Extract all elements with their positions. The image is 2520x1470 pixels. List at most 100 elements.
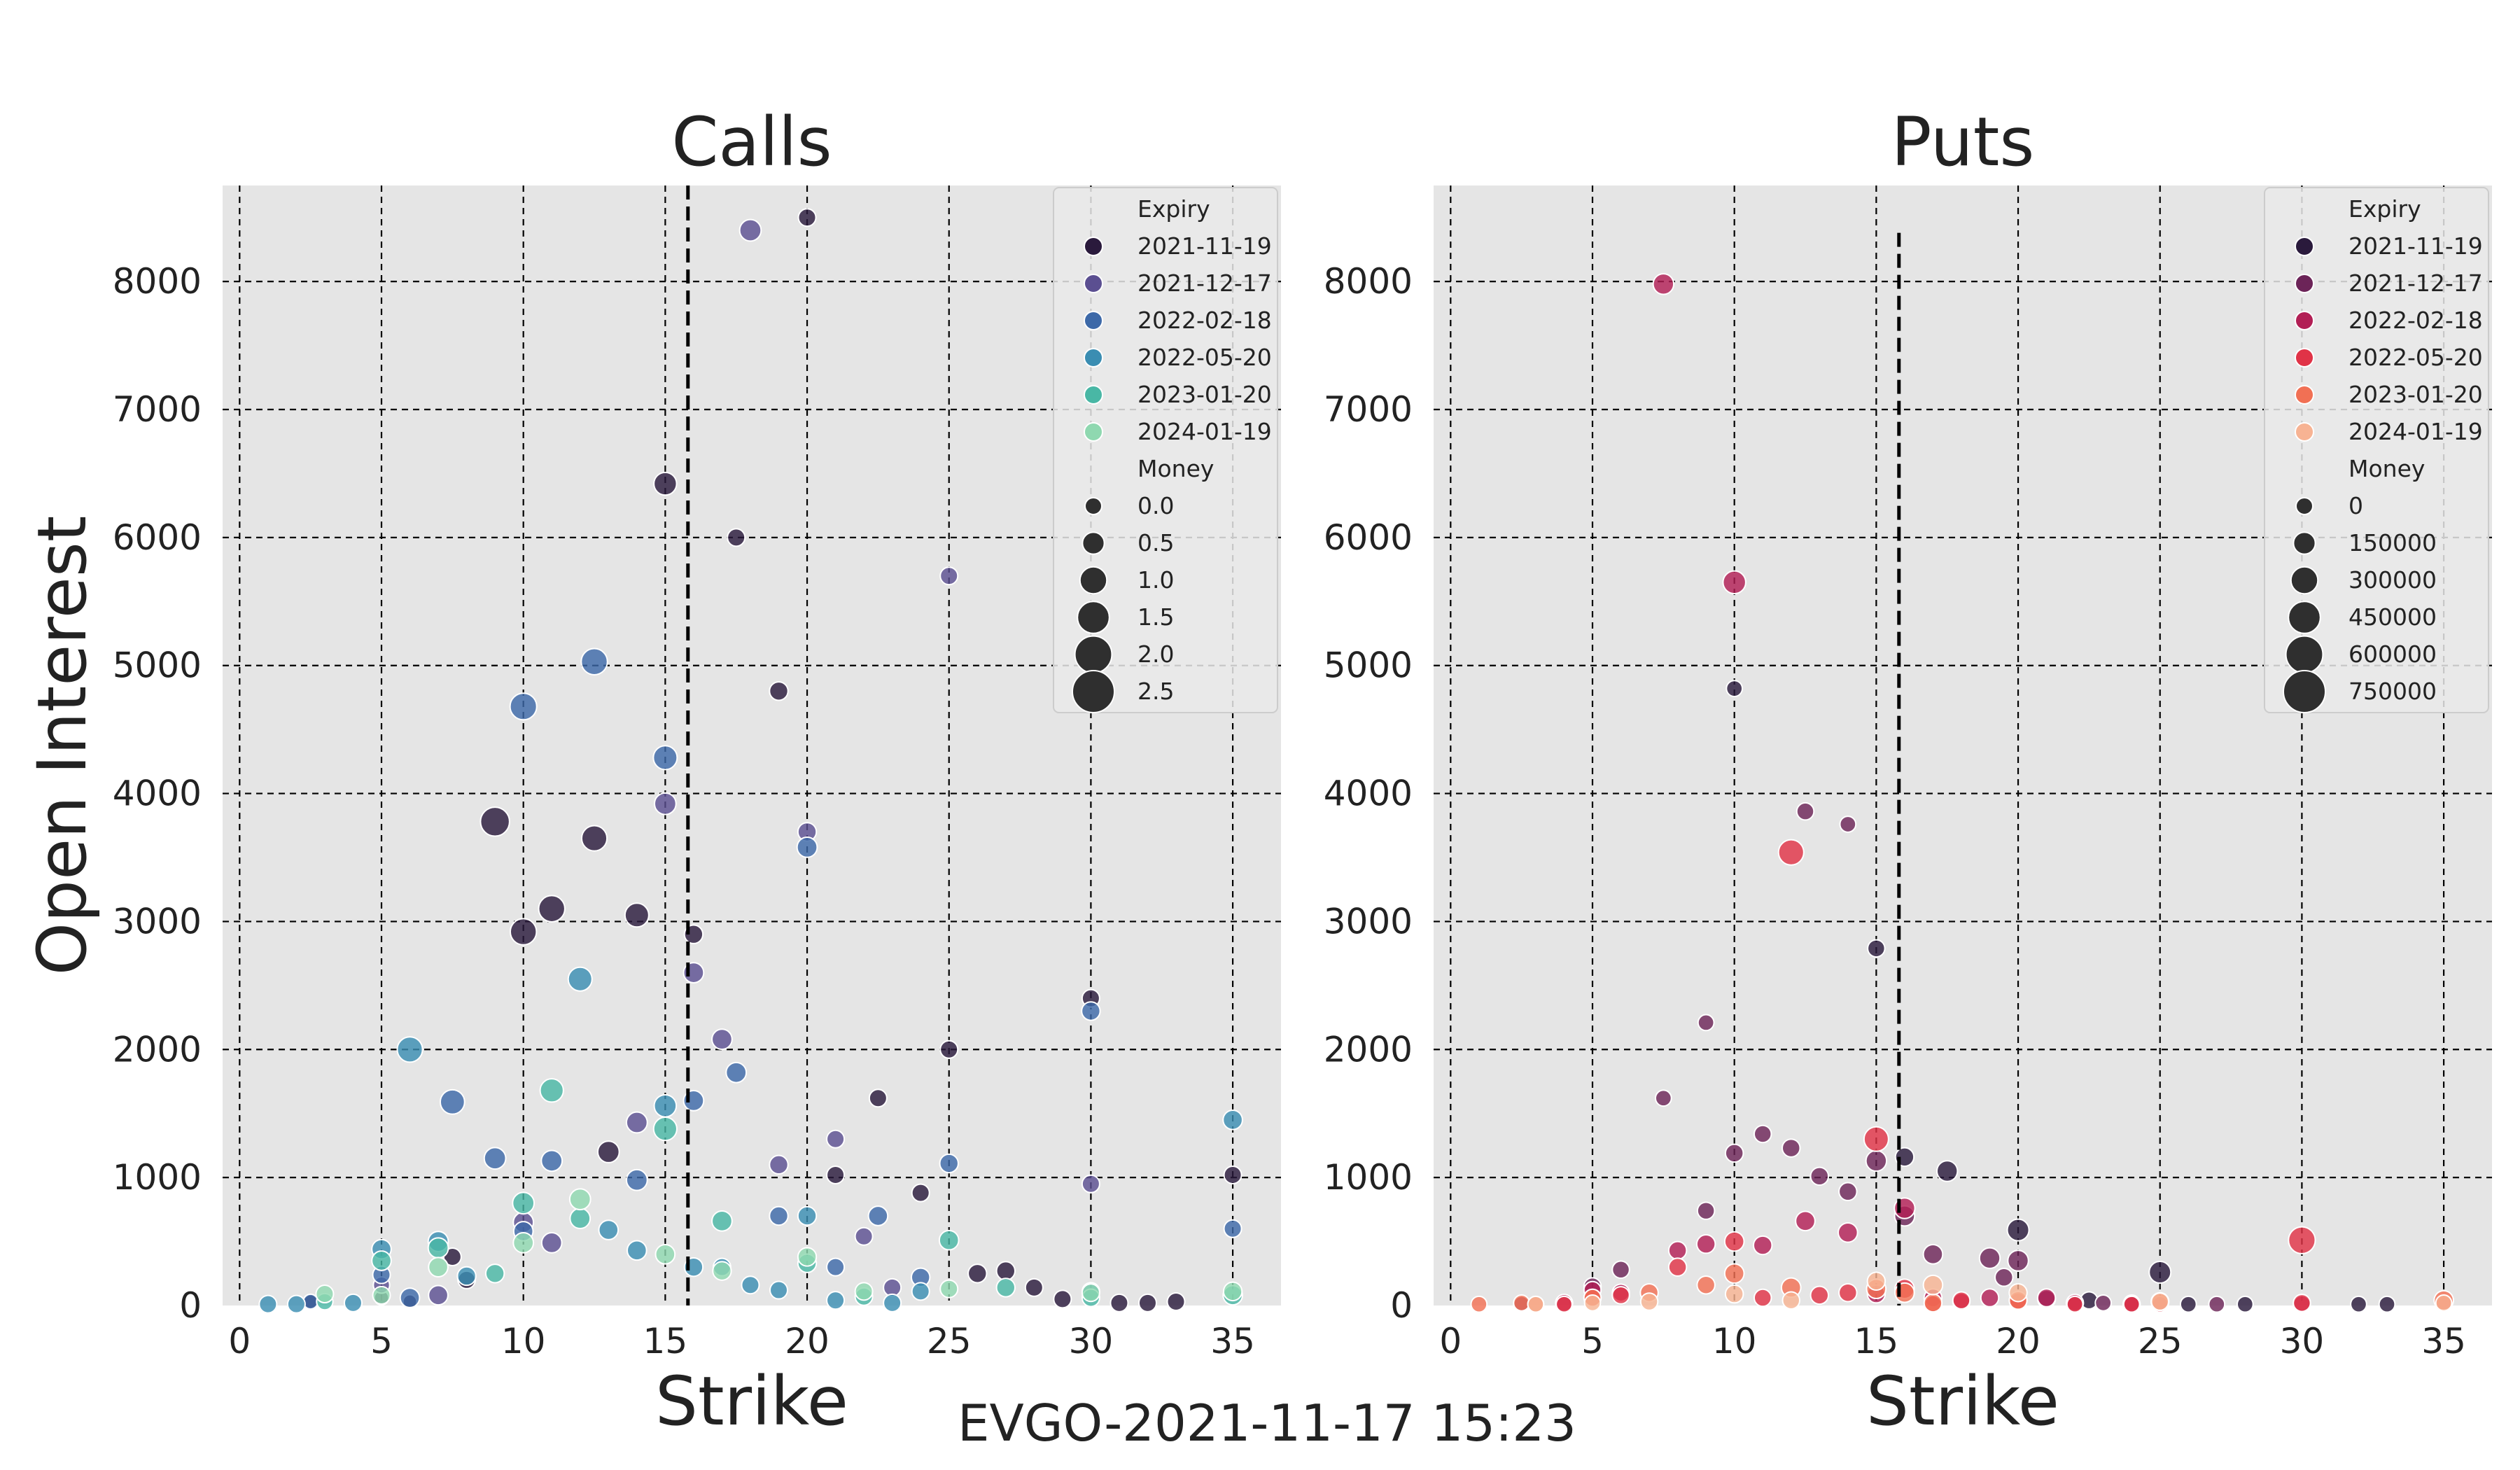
calls-y-tick-label: 1000 — [113, 1157, 202, 1198]
puts-legend-size-marker — [2290, 566, 2319, 595]
calls-legend-size-marker — [1074, 635, 1113, 674]
calls-data-point — [399, 1287, 421, 1308]
calls-data-point — [456, 1266, 477, 1287]
calls-legend-size-marker — [1072, 670, 1115, 713]
puts-legend-size-entry: 300000 — [2348, 566, 2437, 594]
calls-data-point — [484, 1264, 505, 1284]
puts-legend-entry: 2022-05-20 — [2348, 344, 2483, 371]
calls-data-point — [867, 1205, 889, 1226]
puts-data-point — [1695, 1234, 1716, 1254]
puts-data-point — [1980, 1288, 2000, 1308]
puts-legend-size-marker — [2283, 670, 2326, 713]
calls-data-point — [580, 825, 608, 852]
puts-data-point — [1724, 1284, 1744, 1304]
calls-y-tick-label: 3000 — [113, 901, 202, 941]
calls-legend-size-marker — [1084, 497, 1102, 515]
calls-x-axis-label: Strike — [655, 1362, 848, 1441]
calls-data-point — [1222, 1281, 1243, 1302]
puts-data-point — [1867, 939, 1886, 958]
calls-data-point — [652, 1116, 678, 1142]
calls-legend-size-marker — [1077, 601, 1110, 634]
puts-legend-entry: 2024-01-19 — [2348, 418, 2483, 445]
puts-data-point — [1795, 1210, 1816, 1232]
calls-data-point — [1223, 1165, 1242, 1184]
puts-data-point — [1753, 1288, 1772, 1308]
puts-legend-size-entry: 750000 — [2348, 678, 2437, 705]
puts-y-tick-label: 6000 — [1324, 517, 1413, 558]
calls-data-point — [428, 1284, 449, 1306]
calls-data-point — [769, 681, 789, 701]
puts-y-tick-label: 4000 — [1324, 774, 1413, 814]
calls-data-point — [479, 806, 510, 837]
puts-data-point — [1952, 1291, 1971, 1310]
calls-legend-size-entry: 1.5 — [1138, 603, 1174, 631]
calls-data-point — [652, 745, 678, 771]
calls-legend-size-entry: 1.0 — [1138, 566, 1174, 594]
calls-data-point — [854, 1226, 874, 1246]
calls-legend-marker — [1084, 274, 1103, 293]
puts-data-point — [1527, 1295, 1545, 1313]
calls-data-point — [371, 1250, 392, 1271]
calls-data-point — [797, 208, 817, 227]
puts-data-point — [1654, 1089, 1672, 1107]
puts-data-point — [1838, 1282, 1858, 1303]
puts-data-point — [2150, 1292, 2169, 1311]
calls-legend-hue-title: Expiry — [1138, 195, 1210, 223]
calls-data-point — [625, 1168, 648, 1191]
puts-y-tick-label: 8000 — [1324, 261, 1413, 302]
puts-legend-marker — [2295, 422, 2314, 442]
puts-data-point — [1795, 802, 1815, 821]
puts-legend-marker — [2295, 311, 2314, 330]
calls-data-point — [797, 1247, 818, 1267]
calls-data-point — [1053, 1289, 1072, 1309]
calls-data-point — [826, 1257, 846, 1277]
calls-legend-size-entry: 0.5 — [1138, 529, 1174, 556]
calls-legend-size-title: Money — [1138, 455, 1214, 482]
calls-y-tick-label: 6000 — [113, 517, 202, 558]
calls-points — [258, 208, 1243, 1314]
calls-data-point — [1222, 1110, 1243, 1130]
calls-legend-size-entry: 2.0 — [1138, 640, 1174, 668]
calls-x-tick-label: 35 — [1210, 1321, 1255, 1362]
puts-data-point — [1513, 1294, 1531, 1312]
puts-data-point — [2292, 1294, 2311, 1312]
calls-data-point — [286, 1294, 306, 1314]
calls-data-point — [598, 1219, 620, 1240]
puts-x-ticks: 0 5 10 15 20 25 30 35 — [1439, 1321, 2465, 1362]
calls-y-tick-label: 5000 — [113, 645, 202, 686]
calls-data-point — [569, 1208, 592, 1230]
calls-data-point — [428, 1256, 449, 1278]
calls-data-point — [539, 1078, 564, 1103]
puts-data-point — [1667, 1257, 1688, 1277]
puts-data-point — [2148, 1260, 2172, 1284]
calls-data-point — [712, 1261, 732, 1281]
calls-y-tick-label: 4000 — [113, 774, 202, 814]
calls-data-point — [769, 1154, 789, 1175]
calls-y-tick-label: 0 — [179, 1285, 202, 1326]
puts-legend-marker — [2295, 274, 2314, 293]
puts-legend: Expiry 2021-11-19 2021-12-17 2022-02-18 2022… — [2264, 187, 2489, 713]
puts-data-point — [1723, 1231, 1745, 1252]
puts-y-tick-label: 1000 — [1324, 1157, 1413, 1198]
figure-caption: EVGO-2021-11-17 15:23 — [958, 1394, 1576, 1452]
calls-data-point — [483, 1147, 507, 1170]
calls-x-tick-label: 10 — [501, 1321, 546, 1362]
puts-x-axis-label: Strike — [1866, 1362, 2059, 1441]
puts-legend-entry: 2021-11-19 — [2348, 232, 2483, 260]
puts-panel: 0 5 10 15 20 25 30 35 0 1000 2000 3000 4000 5000 6000… — [1324, 103, 2492, 1441]
puts-data-point — [1726, 680, 1744, 697]
puts-legend-marker — [2295, 237, 2314, 256]
puts-data-point — [1839, 816, 1857, 833]
calls-data-point — [1081, 1283, 1100, 1303]
calls-data-point — [725, 1061, 748, 1084]
puts-legend-entry: 2021-12-17 — [2348, 270, 2483, 297]
calls-data-point — [315, 1284, 335, 1304]
calls-legend-marker — [1084, 348, 1103, 368]
puts-data-point — [2094, 1294, 2113, 1312]
calls-data-point — [1024, 1278, 1044, 1297]
puts-data-point — [2288, 1226, 2316, 1254]
calls-data-point — [509, 918, 538, 946]
puts-data-point — [1652, 273, 1675, 295]
calls-data-point — [711, 1028, 733, 1051]
calls-legend-size-entry: 2.5 — [1138, 678, 1174, 705]
